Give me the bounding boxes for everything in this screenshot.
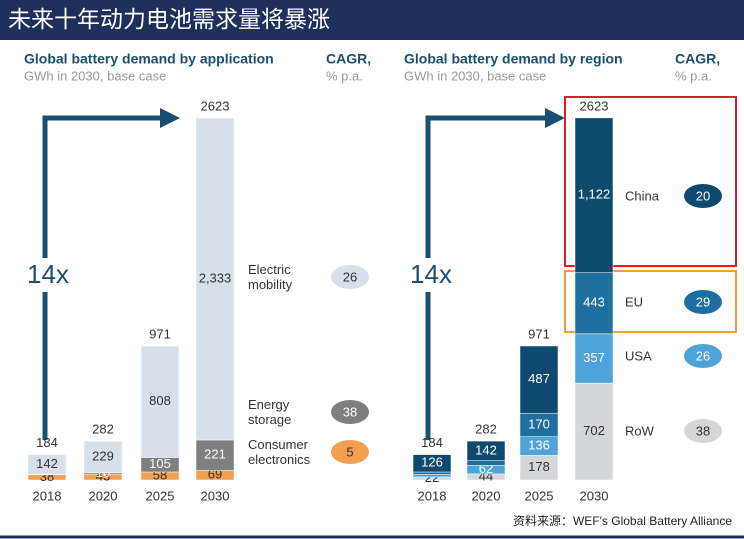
arrow-line [42,115,160,440]
value-label: 357 [583,350,605,365]
cagr-value: 29 [696,294,710,309]
total-label: 282 [92,422,114,437]
value-label: 487 [528,371,550,386]
bar-segment [412,474,452,478]
total-label: 184 [36,435,58,450]
x-tick-label: 2030 [201,488,230,503]
cagr-badge [331,440,369,464]
chart-subtitle: GWh in 2030, base case [404,68,546,83]
cagr-value: 38 [343,404,357,419]
cagr-badge [684,419,722,443]
cagr-badge [684,184,722,208]
bar-segment [195,439,235,471]
annotation-bg [411,258,451,292]
legend-label: USA [625,348,652,364]
arrow [42,115,545,440]
slide-title: 未来十年动力电池需求量将暴涨 [0,0,744,40]
bar-segment [83,440,123,473]
value-label: 170 [528,416,550,431]
legend-label: Electric mobility [248,262,293,292]
cagr-subtitle: % p.a. [675,68,712,83]
value-label: 808 [149,393,171,408]
cagr-subtitle: % p.a. [326,68,363,83]
x-tick-label: 2020 [89,488,118,503]
total-label: 971 [528,326,550,341]
value-label: 221 [204,447,226,462]
total-label: 2623 [580,98,609,113]
cagr-badge [684,344,722,368]
value-label: 142 [36,456,58,471]
cagr-badge [684,290,722,314]
arrow-head [160,108,180,128]
cagr-value: 26 [343,269,357,284]
cagr-value: 26 [696,348,710,363]
cagr-badge [331,400,369,424]
legend-label: RoW [625,423,654,439]
value-label: 443 [583,295,605,310]
value-label: 702 [583,423,605,438]
cagr-badge [331,265,369,289]
annotation: 14x [410,259,452,289]
x-tick-label: 2018 [33,488,62,503]
bar-segment [519,345,559,414]
annotation-bg [28,258,68,292]
value-label: 142 [475,442,497,457]
source: 资料来源：WEF's Global Battery Alliance [513,514,732,528]
total-label: 2623 [201,98,230,113]
bar-segment [412,454,452,473]
bar-segment [412,471,452,475]
arrow-line [425,115,545,440]
value-label: 178 [528,459,550,474]
x-tick-label: 2018 [418,488,447,503]
legend-label: Consumer electronics [248,437,311,467]
bar-segment [195,117,235,441]
bar-segment [574,272,614,335]
value-label: 1,122 [578,187,611,202]
value-label: 105 [149,456,171,471]
bar-segment [574,117,614,273]
bar-segment [466,440,506,461]
arrow-head [545,108,565,128]
highlight-box [564,96,737,267]
legend-label: EU [625,294,644,310]
total-label: 282 [475,422,497,437]
cagr-value: 38 [696,423,710,438]
value-label: 126 [421,455,443,470]
chart-title: Global battery demand by application [24,51,274,67]
cagr-value: 20 [696,188,710,203]
value-label: 229 [92,448,114,463]
bar-segment [574,382,614,481]
cagr-title: CAGR, [675,51,720,67]
x-tick-label: 2020 [472,488,501,503]
legend-label: China [625,188,659,204]
annotation: 14x [27,259,69,289]
total-label: 971 [149,326,171,341]
cagr-title: CAGR, [326,51,371,67]
cagr-value: 5 [346,444,353,459]
total-label: 184 [421,435,443,450]
x-tick-label: 2025 [146,488,175,503]
bar-segment [27,454,67,475]
legend-label: Energy storage [248,397,292,427]
x-tick-label: 2025 [525,488,554,503]
chart-subtitle: GWh in 2030, base case [24,68,166,83]
bar-segment [140,345,180,458]
bar-segment [466,460,506,466]
value-label: 136 [528,437,550,452]
x-tick-label: 2030 [580,488,609,503]
highlight-box [564,270,737,333]
value-label: 2,333 [199,270,232,285]
chart-title: Global battery demand by region [404,51,623,67]
